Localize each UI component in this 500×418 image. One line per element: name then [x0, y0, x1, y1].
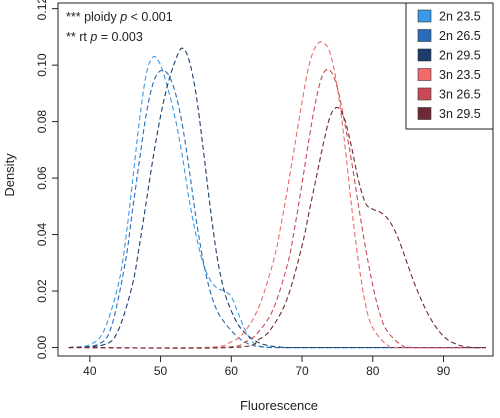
y-tick-label: 0.10 [35, 53, 49, 77]
legend-label: 2n 26.5 [439, 29, 481, 43]
legend-box [405, 2, 494, 130]
y-tick-label: 0.04 [35, 223, 49, 247]
legend-swatch [417, 9, 432, 23]
x-tick-label: 90 [437, 364, 451, 378]
legend-label: 3n 26.5 [439, 88, 481, 102]
series-line-2n-23-5 [68, 55, 486, 349]
y-axis-title: Density [2, 153, 17, 197]
annotation-ploidy-value: < 0.001 [127, 10, 173, 24]
plot-frame [57, 2, 494, 357]
legend-swatch [417, 68, 432, 81]
x-axis-title: Fluorescence [240, 398, 318, 413]
annotation-ploidy-p: p [119, 10, 127, 24]
legend-label: 2n 23.5 [439, 10, 481, 24]
y-tick-label: 0.00 [35, 336, 49, 360]
legend: 2n 23.5 2n 26.5 2n 29.5 3n 23.5 3n 26.5 3n 29… [405, 2, 494, 130]
x-tick-label: 40 [83, 364, 97, 378]
y-tick-label: 0.02 [35, 279, 49, 303]
annotation-rt: ** rt p = 0.003 [66, 30, 143, 44]
annotation-ploidy: *** ploidy p < 0.001 [66, 10, 173, 24]
plot-area [57, 2, 494, 357]
x-tick-label: 80 [366, 364, 380, 378]
series-lines [68, 41, 486, 349]
legend-label: 2n 29.5 [439, 49, 481, 63]
legend-label: 3n 29.5 [439, 107, 481, 121]
x-tick-label: 50 [154, 364, 168, 378]
annotation-ploidy-prefix: *** ploidy [66, 10, 120, 24]
legend-swatch [417, 87, 432, 101]
x-tick-label: 70 [295, 364, 309, 378]
x-tick-label: 60 [225, 364, 239, 378]
y-tick-label: 0.06 [35, 166, 49, 190]
y-tick-label: 0.12 [35, 0, 49, 20]
series-line-2n-26-5 [68, 69, 486, 349]
legend-label: 3n 23.5 [439, 68, 481, 82]
annotation-rt-value: = 0.003 [97, 30, 143, 44]
legend-swatch [417, 29, 432, 42]
axes: 40 50 60 70 80 90 0.00 0.02 0.04 0.06 0.08 0.10 0.12 [35, 0, 450, 378]
annotation-rt-p: p [89, 30, 97, 44]
annotation-block: *** ploidy p < 0.001 ** rt p = 0.003 [66, 10, 173, 44]
annotation-rt-prefix: ** rt [66, 30, 90, 44]
legend-swatch [417, 48, 432, 62]
series-line-3n-26-5 [68, 68, 486, 349]
series-line-3n-29-5 [68, 106, 486, 349]
series-line-2n-29-5 [68, 47, 486, 349]
y-tick-label: 0.08 [35, 110, 49, 134]
series-line-3n-23-5 [68, 41, 486, 349]
legend-swatch [417, 107, 432, 120]
